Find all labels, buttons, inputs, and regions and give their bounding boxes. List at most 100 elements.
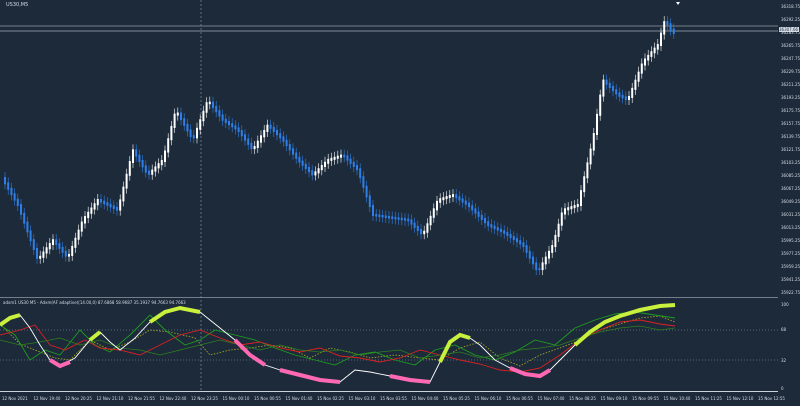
candle-body	[372, 205, 374, 217]
candle-body	[432, 208, 435, 218]
candle-body	[391, 216, 394, 219]
candle-body	[650, 51, 653, 57]
time-axis-label: 15 Nov 04:40	[411, 396, 439, 401]
adx-rising-segment	[88, 330, 102, 342]
candle-body	[663, 21, 666, 35]
candle-body	[592, 133, 595, 151]
candle-body	[180, 112, 182, 121]
time-axis-label: 15 Nov 06:10	[474, 396, 502, 401]
candle-body	[420, 229, 422, 235]
candle-body	[272, 126, 275, 132]
candle-body	[384, 215, 387, 218]
candle-body	[240, 130, 243, 137]
candle-body	[23, 212, 26, 224]
candle-body	[298, 156, 301, 163]
candle-body	[173, 113, 176, 128]
price-axis-label: 36211.25	[781, 82, 800, 87]
candle-body	[288, 144, 291, 151]
candle-body	[26, 221, 29, 233]
candle-body	[208, 101, 211, 105]
candle-body	[13, 193, 16, 201]
price-axis-label: 36157.75	[781, 121, 800, 126]
candle-body	[567, 207, 570, 211]
candle-body	[644, 58, 646, 66]
candle-body	[394, 216, 397, 220]
candle-body	[311, 170, 314, 176]
candle-body	[602, 79, 605, 97]
adx-rising-segment	[573, 303, 676, 347]
candle-body	[589, 148, 592, 165]
candle-body	[480, 214, 483, 220]
candle-body	[170, 125, 173, 141]
price-axis-label: 36013.25	[781, 225, 800, 230]
price-axis[interactable]: 36318.75 36292.25 36283.75 36265.75 36247.75…	[778, 0, 800, 298]
candle-body	[343, 154, 346, 158]
candle-body	[224, 118, 227, 123]
candle-body	[29, 230, 32, 242]
candle-body	[327, 158, 330, 164]
candle-body	[362, 176, 365, 188]
candle-body	[125, 173, 128, 189]
candle-body	[528, 250, 531, 259]
candle-body	[429, 215, 432, 226]
candle-body	[653, 47, 656, 54]
candle-body	[397, 217, 400, 220]
price-axis-label: 36193.25	[781, 95, 800, 100]
price-axis-label: 36283.75	[781, 30, 800, 35]
adx-falling-segment	[279, 368, 341, 384]
candle-body	[39, 255, 42, 259]
candle-body	[340, 154, 342, 158]
candle-body	[330, 157, 333, 161]
candle-body	[320, 165, 323, 171]
candle-body	[618, 92, 621, 97]
time-axis-label: 15 Nov 08:25	[569, 396, 596, 401]
candle-body	[538, 268, 541, 271]
candle-body	[167, 138, 170, 153]
candle-body	[61, 246, 64, 253]
candle-body	[448, 195, 451, 199]
candle-body	[128, 161, 131, 176]
candle-body	[119, 199, 122, 211]
candle-body	[282, 136, 285, 142]
price-axis-label: 35941.25	[781, 277, 800, 282]
candle-body	[541, 262, 544, 271]
candle-body	[256, 140, 259, 148]
price-chart[interactable]	[0, 0, 778, 298]
candle-body	[154, 166, 157, 172]
time-axis-label: 12 Nov 22:40	[159, 396, 187, 401]
indicator-chart[interactable]	[0, 300, 778, 392]
candle-body	[42, 251, 45, 258]
time-axis: 12 Nov 2021 12 Nov 19:40 12 Nov 20:25 12 No…	[0, 392, 785, 406]
indicator-label: adxm1 US30 M5 - Adxm(AF adaptive)(14.00,…	[3, 300, 186, 305]
candle-body	[45, 247, 48, 254]
candle-body	[442, 197, 445, 201]
adx-rising-segment	[148, 305, 201, 324]
price-axis-label: 36229.75	[781, 69, 800, 74]
candle-body	[183, 118, 186, 126]
indicator-axis-label: 68	[781, 327, 787, 332]
candle-body	[570, 206, 573, 210]
candle-body	[484, 218, 486, 224]
candle-body	[285, 139, 288, 147]
price-axis-label: 36175.75	[781, 108, 800, 113]
candle-body	[580, 190, 582, 206]
candle-body	[375, 214, 378, 217]
candle-body	[461, 198, 464, 203]
candle-body	[100, 199, 102, 203]
candle-body	[93, 203, 96, 210]
candle-body	[410, 219, 413, 225]
candle-body	[519, 240, 522, 245]
time-axis-label: 15 Nov 00:55	[254, 396, 281, 401]
candle-body	[231, 123, 234, 128]
candle-body	[250, 142, 253, 150]
time-axis-label: 15 Nov 07:40	[537, 396, 565, 401]
candle-body	[314, 171, 317, 176]
candle-body	[586, 162, 589, 179]
price-axis-label: 36049.25	[781, 199, 800, 204]
candle-body	[253, 146, 256, 150]
candle-body	[32, 239, 35, 250]
candle-body	[583, 176, 586, 193]
indicator-axis: 100 68 32 0	[778, 300, 800, 392]
candle-body	[557, 223, 560, 237]
